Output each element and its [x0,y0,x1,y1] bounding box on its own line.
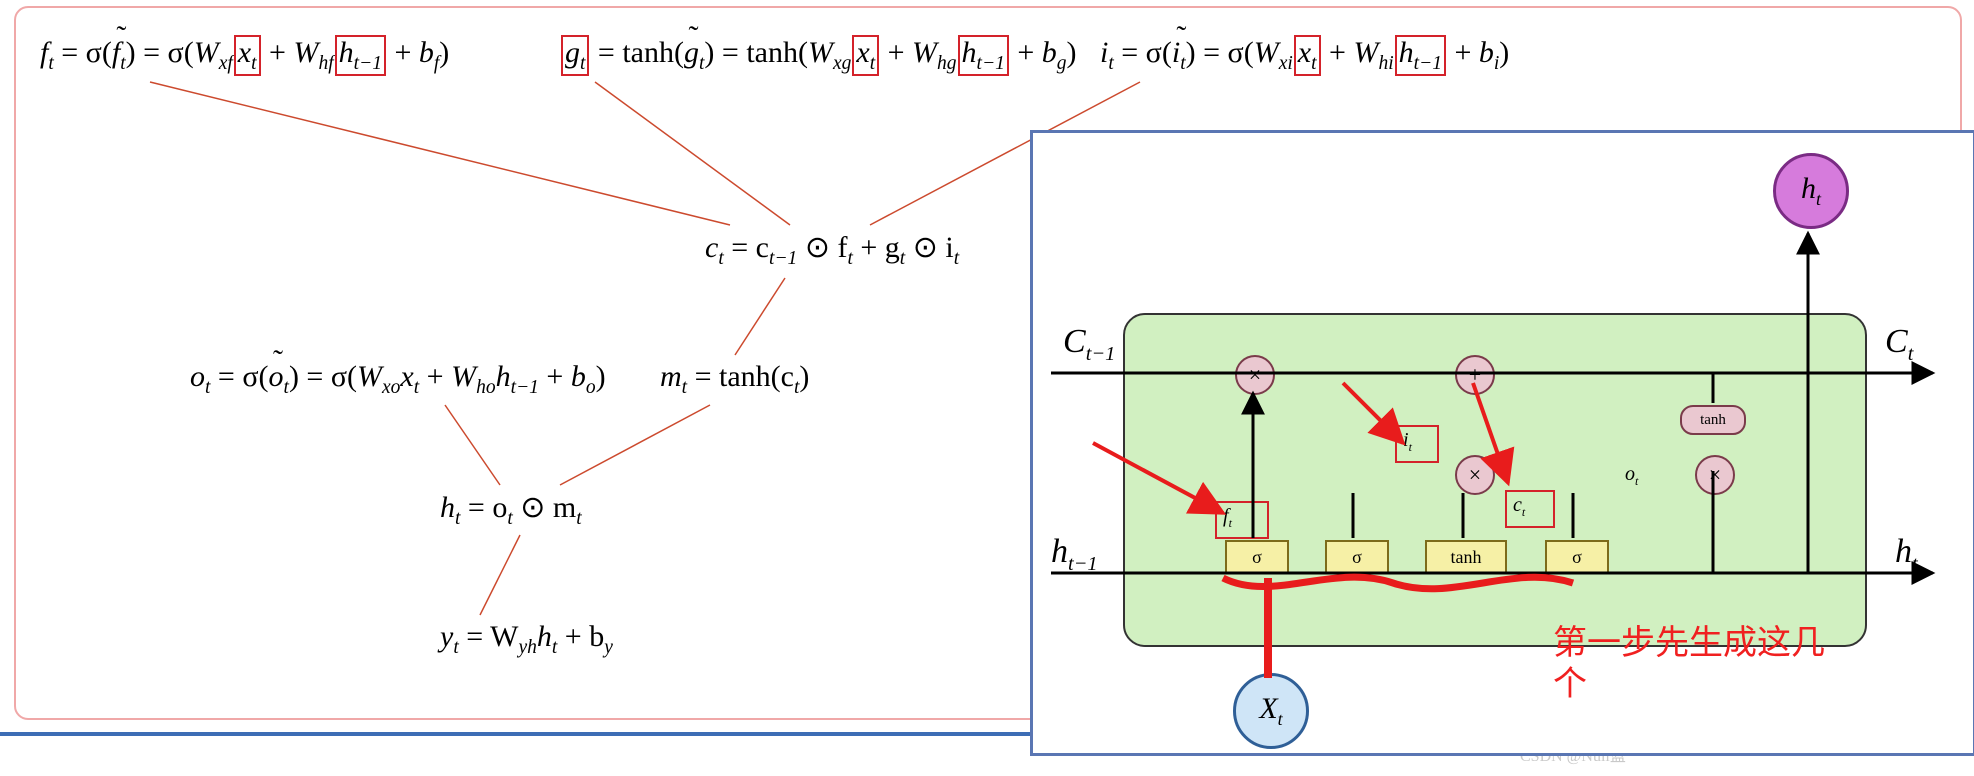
mark-it-label: it [1403,429,1412,455]
gate-tanh-g: tanh [1425,540,1507,574]
label-c-prev: Ct−1 [1063,323,1115,366]
equation-h: ht = ot ⊙ mt [440,490,582,530]
lstm-cell-panel: ht Xt Ct−1 Ct ht−1 ht × + × × tanh σ σ t… [1030,130,1974,756]
equation-f: ft = σ(ft) = σ(Wxfxt + Whfht−1 + bf) [40,35,449,76]
xt-input-circle: Xt [1233,673,1309,749]
equation-y: yt = Wyhht + by [440,620,613,659]
op-mul-input: × [1455,455,1495,495]
page: CSDN @Null篮 ft = σ(ft) = σ(Wxfxt + Whfht… [0,0,1974,776]
mark-ft-label: ft [1223,505,1232,531]
equation-c: ct = ct−1 ⊙ ft + gt ⊙ it [705,230,959,270]
gate-sigma-f: σ [1225,540,1289,574]
ht-output-circle: ht [1773,153,1849,229]
op-mul-output: × [1695,455,1735,495]
equation-m: mt = tanh(ct) [660,360,809,399]
label-c-t: Ct [1885,323,1913,366]
equation-o: ot = σ(ot) = σ(Wxoxt + Whoht−1 + bo) [190,360,606,399]
op-mul-forget: × [1235,355,1275,395]
equation-i: it = σ(it) = σ(Wxixt + Whiht−1 + bi) [1100,35,1509,76]
op-add-cell: + [1455,355,1495,395]
mark-it [1395,425,1439,463]
label-ot: ot [1625,463,1638,489]
mark-ct-label: ct [1513,494,1525,520]
equation-g: gt = tanh(gt) = tanh(Wxgxt + Whght−1 + b… [560,35,1077,76]
label-h-prev: ht−1 [1051,533,1098,576]
lstm-cell-body: × + × × tanh σ σ tanh σ ft it ct ot [1123,313,1867,647]
gate-sigma-o: σ [1545,540,1609,574]
tanh-node: tanh [1680,405,1746,435]
label-h-t: ht [1895,533,1918,576]
annotation-text: 第一步先生成这几 个 [1553,623,1973,705]
gate-sigma-i: σ [1325,540,1389,574]
